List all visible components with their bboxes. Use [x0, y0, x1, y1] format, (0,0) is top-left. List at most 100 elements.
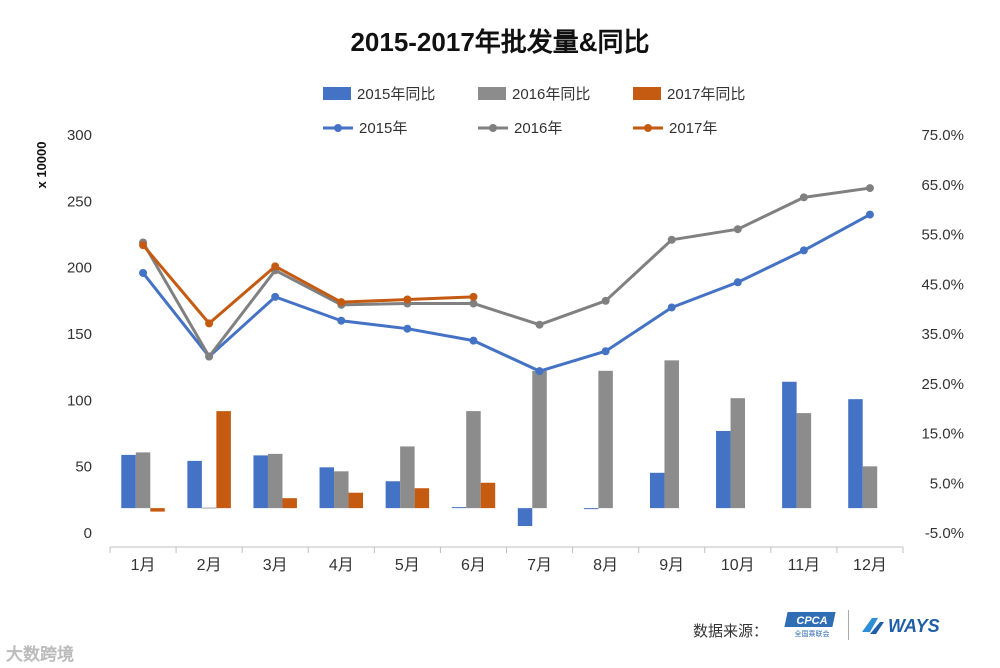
- bar-2017年同比: [480, 482, 496, 509]
- point-2015年: [865, 210, 874, 219]
- line-2016年: [141, 186, 871, 359]
- x-tick-label: 11月: [788, 557, 821, 574]
- point-2017年: [403, 295, 412, 304]
- point-2015年: [403, 324, 412, 333]
- x-tick-label: 1月: [131, 557, 156, 574]
- point-2015年: [667, 303, 676, 312]
- bars: [121, 360, 878, 527]
- x-tick-label: 5月: [395, 557, 420, 574]
- x-tick-label: 4月: [329, 557, 354, 574]
- bar-2015年同比: [649, 472, 665, 509]
- point-2017年: [205, 319, 214, 328]
- bar-2016年同比: [862, 466, 878, 509]
- point-2016年: [733, 225, 742, 234]
- bar-2016年同比: [796, 413, 812, 509]
- legend-label: 2016年同比: [512, 86, 590, 103]
- x-tick-label: 7月: [527, 557, 552, 574]
- chart-title: 2015-2017年批发量&同比: [350, 27, 650, 57]
- x-tick-label: 3月: [263, 557, 288, 574]
- bar-2015年同比: [782, 381, 797, 509]
- point-2016年: [667, 235, 676, 244]
- point-2016年: [601, 296, 610, 305]
- bar-2016年同比: [532, 370, 547, 509]
- bar-2015年同比: [517, 508, 533, 527]
- y-right-tick-label: 55.0%: [921, 227, 964, 244]
- y-left-tick-label: 200: [67, 260, 92, 277]
- bar-2015年同比: [716, 431, 731, 509]
- legend-swatch: [323, 87, 351, 100]
- y-left-tick-label: 50: [75, 459, 92, 476]
- y-right-tick-label: 45.0%: [921, 276, 964, 293]
- y-right-tick-label: 25.0%: [921, 376, 964, 393]
- bar-2017年同比: [348, 492, 364, 509]
- bar-2015年同比: [848, 399, 863, 509]
- bar-2015年同比: [451, 507, 467, 509]
- bar-2016年同比: [466, 411, 481, 509]
- y-right-tick-label: 65.0%: [921, 177, 964, 194]
- point-2016年: [799, 193, 808, 202]
- x-tick-label: 8月: [593, 557, 618, 574]
- point-2017年: [337, 298, 346, 307]
- y-right-tick-label: 15.0%: [921, 426, 964, 443]
- legend-label: 2017年: [669, 120, 717, 137]
- legend-swatch: [633, 87, 661, 100]
- line-2015年: [141, 213, 871, 373]
- bar-2015年同比: [385, 481, 401, 509]
- watermark: 大数跨境: [6, 645, 74, 664]
- bar-2015年同比: [253, 455, 268, 509]
- bar-2017年同比: [414, 488, 430, 509]
- y-left-tick-label: 250: [67, 193, 92, 210]
- bar-2016年同比: [664, 360, 679, 509]
- bar-2016年同比: [598, 370, 613, 509]
- bar-2015年同比: [121, 454, 136, 509]
- bar-2016年同比: [135, 452, 151, 509]
- legend-label: 2015年: [359, 120, 407, 137]
- bar-2016年同比: [267, 453, 283, 509]
- y-right-tick-label: 75.0%: [921, 127, 964, 144]
- line-2017年: [141, 244, 474, 325]
- bar-2017年同比: [216, 411, 231, 509]
- point-2015年: [469, 336, 478, 345]
- legend-swatch: [478, 87, 506, 100]
- y-left-tick-label: 300: [67, 127, 92, 144]
- legend-marker: [644, 124, 652, 132]
- lines: [139, 184, 874, 376]
- x-tick-label: 6月: [461, 557, 486, 574]
- point-2015年: [733, 278, 742, 287]
- point-2015年: [139, 268, 148, 277]
- bar-2017年同比: [282, 498, 297, 509]
- x-tick-label: 12月: [853, 557, 887, 574]
- point-2017年: [271, 262, 280, 271]
- point-2016年: [469, 299, 478, 308]
- bar-2015年同比: [187, 460, 202, 509]
- x-tick-label: 9月: [659, 557, 684, 574]
- cpca-logo-subtitle: 全国乘联会: [795, 629, 830, 638]
- y-right-tick-label: 5.0%: [930, 475, 964, 492]
- logo-divider: [848, 610, 849, 640]
- y-right-tick-label: -5.0%: [925, 525, 964, 542]
- point-2015年: [337, 316, 346, 325]
- x-tick-label: 2月: [197, 557, 222, 574]
- cpca-logo: CPCA 全国乘联会: [784, 612, 836, 638]
- y-right-tick-label: 35.0%: [921, 326, 964, 343]
- y-left-tick-label: 0: [84, 525, 92, 542]
- y-left-tick-label: 150: [67, 326, 92, 343]
- legend-label: 2016年: [514, 120, 562, 137]
- point-2015年: [271, 292, 280, 301]
- point-2017年: [469, 292, 478, 301]
- point-2016年: [865, 184, 874, 193]
- bar-2016年同比: [201, 507, 217, 509]
- point-2017年: [139, 241, 148, 250]
- legend-label: 2017年同比: [667, 86, 745, 103]
- ways-logo-text: WAYS: [888, 616, 940, 636]
- bar-2016年同比: [400, 446, 415, 509]
- bar-2015年同比: [583, 508, 599, 510]
- point-2016年: [205, 352, 214, 361]
- point-2016年: [535, 320, 544, 329]
- x-tick-label: 10月: [721, 557, 755, 574]
- legend-marker: [489, 124, 497, 132]
- source-label: 数据来源：: [693, 623, 769, 640]
- axes: 0 50 100 150 200 250 300 -5.0% 5.0% 15.0% 25.0% 35.…: [67, 127, 964, 574]
